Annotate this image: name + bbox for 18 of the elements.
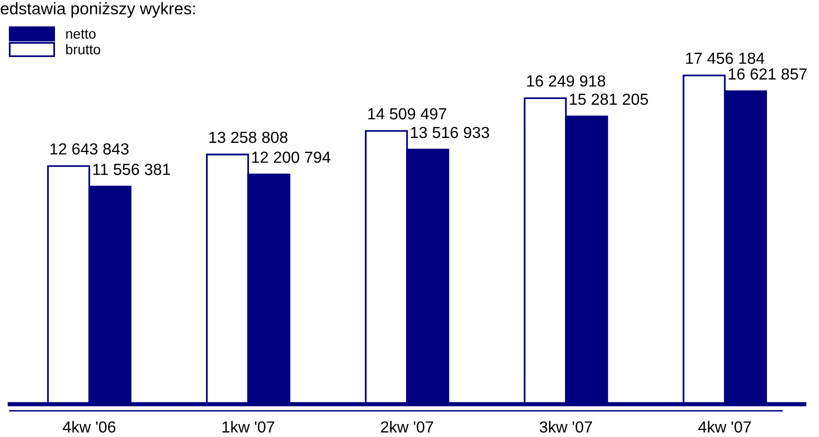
x-tick-label: 4kw '07 — [698, 420, 751, 433]
data-label: 14 509 497 — [368, 108, 446, 120]
data-label: 15 281 205 — [570, 94, 648, 105]
data-label: 17 456 184 — [686, 52, 764, 64]
data-label: 16 249 918 — [527, 75, 606, 87]
data-label: 13 258 808 — [209, 132, 288, 144]
data-label: 13 516 933 — [411, 126, 490, 138]
legend-label: netto — [66, 30, 96, 39]
data-label: 12 200 794 — [252, 152, 330, 163]
x-tick-label: 1kw '07 — [222, 420, 274, 433]
x-tick-label: 2kw '07 — [381, 420, 434, 433]
legend-label: brutto — [66, 44, 100, 54]
data-label: 11 556 381 — [93, 164, 170, 176]
x-tick-label: 3kw '07 — [540, 420, 592, 433]
data-label: 16 621 857 — [728, 68, 807, 80]
data-label: 12 643 843 — [50, 143, 129, 155]
x-tick-label: 4kw '06 — [62, 420, 116, 433]
text: edstawia poniższy wykres: — [0, 2, 195, 18]
